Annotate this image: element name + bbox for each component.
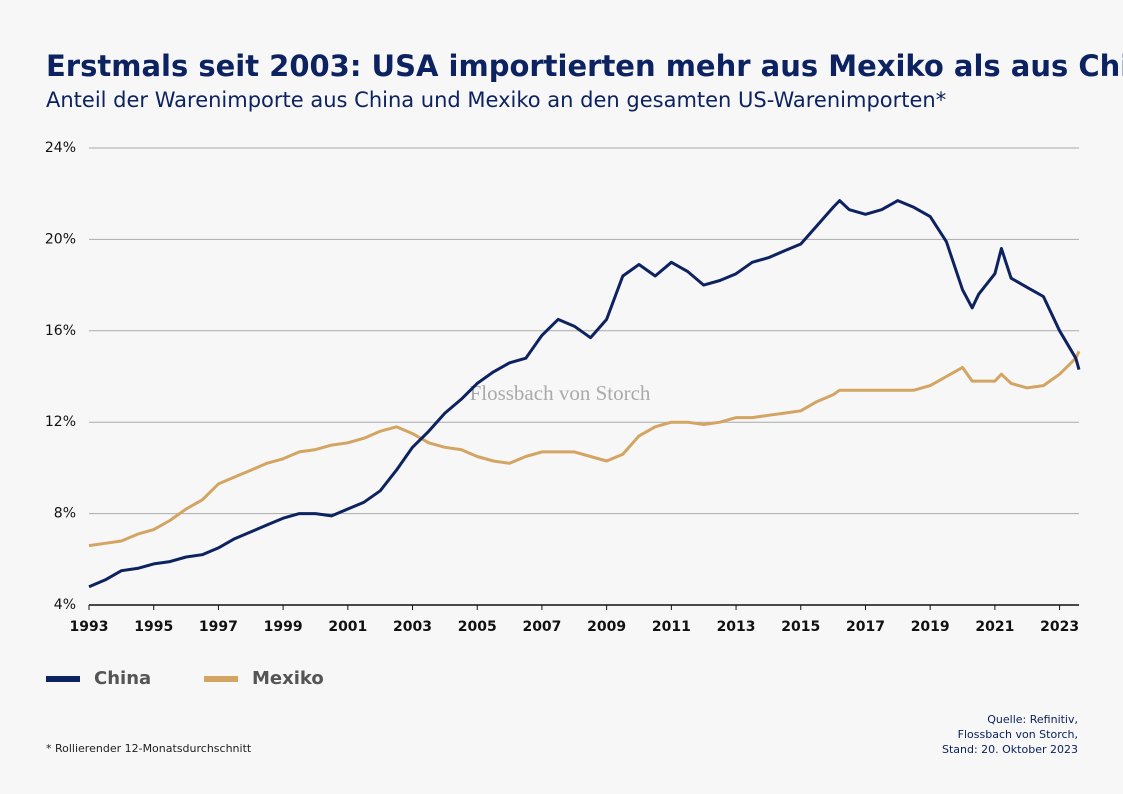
x-tick-label: 2005 (458, 619, 497, 635)
x-tick-label: 2019 (911, 619, 950, 635)
x-tick-label: 2021 (975, 619, 1014, 635)
x-tick-label: 1995 (134, 619, 173, 635)
x-tick-label: 1997 (199, 619, 238, 635)
chart-title: Erstmals seit 2003: USA importierten meh… (46, 49, 1123, 83)
y-tick-label: 12% (45, 414, 76, 430)
y-tick-label: 24% (45, 140, 76, 156)
x-tick-label: 2003 (393, 619, 432, 635)
footnote: * Rollierender 12-Monatsdurchschnitt (46, 742, 252, 755)
line (88, 199, 1081, 589)
x-tick-label: 1993 (70, 619, 109, 635)
x-tick-label: 2013 (717, 619, 756, 635)
source: Stand: 20. Oktober 2023 (942, 743, 1078, 756)
x-tick-label: 2011 (652, 619, 691, 635)
x-tick-label: 2023 (1040, 619, 1079, 635)
chart-subtitle: Anteil der Warenimporte aus China und Me… (46, 88, 946, 112)
source: Flossbach von Storch, (958, 728, 1078, 741)
y-tick-label: 4% (54, 597, 76, 613)
x-tick-label: 2009 (587, 619, 626, 635)
x-tick-label: 2001 (328, 619, 367, 635)
legend-label: China (94, 668, 151, 689)
x-tick-label: 2015 (781, 619, 820, 635)
y-tick-label: 16% (45, 323, 76, 339)
watermark: Flossbach von Storch (470, 381, 651, 405)
y-tick-label: 8% (54, 506, 76, 522)
x-tick-label: 2017 (846, 619, 885, 635)
source: Quelle: Refinitiv, (987, 713, 1078, 726)
line (88, 350, 1081, 548)
x-tick-label: 1999 (264, 619, 303, 635)
x-tick-label: 2007 (522, 619, 561, 635)
legend-label: Mexiko (252, 668, 324, 689)
y-tick-label: 20% (45, 231, 76, 247)
